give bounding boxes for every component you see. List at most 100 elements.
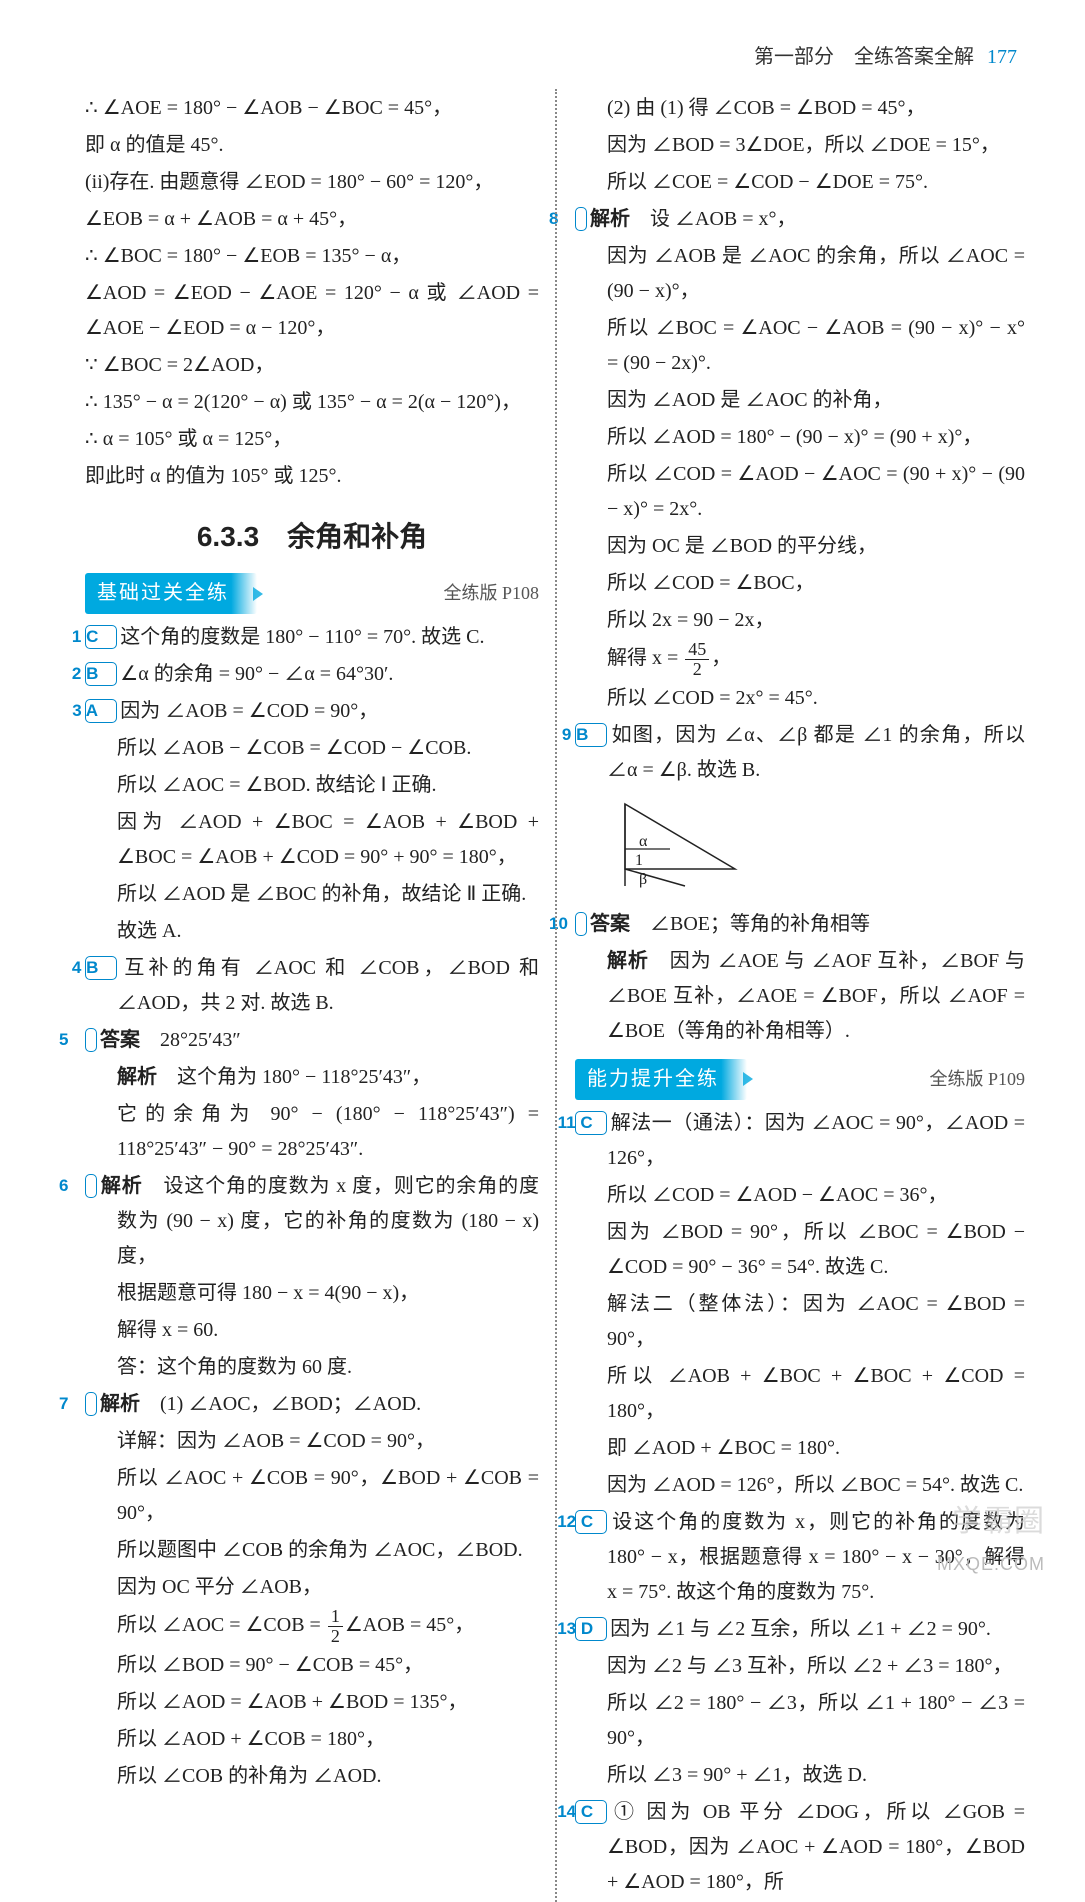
q8-frac-line: 解得 x = 452，: [575, 640, 1025, 679]
q6-line: 答：这个角的度数为 60 度.: [85, 1350, 539, 1385]
q13-line: 所以 ∠2 = 180° − ∠3，所以 ∠1 + 180° − ∠3 = 90…: [575, 1686, 1025, 1756]
q5: 5答案 28°25′43″: [85, 1023, 539, 1058]
q2-text: ∠α 的余角 = 90° − ∠α = 64°30′.: [120, 663, 393, 685]
qnum-badge: 4 B: [85, 956, 117, 980]
q7-line: 所以题图中 ∠COB 的余角为 ∠AOC，∠BOD.: [85, 1533, 539, 1568]
q14: 14 C① 因为 OB 平分 ∠DOG，所以 ∠GOB = ∠BOD，因为 ∠A…: [575, 1795, 1025, 1900]
frac-before: 所以 ∠AOC = ∠COB =: [117, 1614, 326, 1636]
q7-line: 详解：因为 ∠AOB = ∠COD = 90°，: [85, 1424, 539, 1459]
q13-line: 所以 ∠3 = 90° + ∠1，故选 D.: [575, 1758, 1025, 1793]
q7-head: (1) ∠AOC，∠BOD；∠AOD.: [160, 1393, 421, 1415]
q13-l0: 因为 ∠1 与 ∠2 互余，所以 ∠1 + ∠2 = 90°.: [610, 1618, 991, 1640]
q3-line: 所以 ∠AOD 是 ∠BOC 的补角，故结论 Ⅱ 正确.: [85, 877, 539, 912]
q3-line: 故选 A.: [85, 914, 539, 949]
q7b-line: 因为 ∠BOD = 3∠DOE，所以 ∠DOE = 15°，: [575, 128, 1025, 163]
text-line: ∴ ∠BOC = 180° − ∠EOB = 135° − α，: [85, 239, 539, 274]
q6-line: 解得 x = 60.: [85, 1313, 539, 1348]
qnum-badge: 12 C: [575, 1510, 607, 1534]
explain- label: 解析: [607, 950, 649, 972]
qnum-badge: 7: [85, 1392, 97, 1416]
answer-label: 答案: [590, 913, 630, 935]
q5-exp-line: 它的余角为 90° − (180° − 118°25′43″) = 118°25…: [85, 1097, 539, 1167]
q7-frac-line: 所以 ∠AOC = ∠COB = 12∠AOB = 45°，: [85, 1607, 539, 1646]
q7-line: 所以 ∠AOC + ∠COB = 90°，∠BOD + ∠COB = 90°，: [85, 1461, 539, 1531]
q10-exp-text: 因为 ∠AOE 与 ∠AOF 互补，∠BOF 与 ∠BOE 互补，∠AOE = …: [607, 950, 1025, 1042]
q1-text: 这个角的度数是 180° − 110° = 70°. 故选 C.: [120, 626, 484, 648]
q8-line: 所以 ∠BOC = ∠AOC − ∠AOB = (90 − x)° − x° =…: [575, 311, 1025, 381]
column-divider: [555, 89, 557, 1902]
q11-line: 因为 ∠BOD = 90°，所以 ∠BOC = ∠BOD − ∠COD = 90…: [575, 1215, 1025, 1285]
qnum-badge: 14 C: [575, 1800, 607, 1824]
qnum-badge: 9 B: [575, 723, 607, 747]
qnum-badge: 8: [575, 207, 587, 231]
frac-num: 45: [685, 640, 709, 660]
q8-line: 所以 ∠AOD = 180° − (90 − x)° = (90 + x)°，: [575, 420, 1025, 455]
q12-text: 设这个角的度数为 x，则它的补角的度数为 180° − x，根据题意得 x = …: [607, 1511, 1025, 1603]
q3-l0: 因为 ∠AOB = ∠COD = 90°，: [120, 700, 378, 722]
explain-label: 解析: [100, 1175, 143, 1197]
frac-num: 1: [328, 1607, 343, 1627]
frac-after: ，: [711, 647, 731, 669]
q8: 8解析 设 ∠AOB = x°，: [575, 202, 1025, 237]
q10-ans: ∠BOE；等角的补角相等: [650, 913, 870, 935]
explain-label: 解析: [117, 1066, 157, 1088]
band-label: 能力提升全练: [575, 1059, 747, 1100]
q4-text: 互补的角有 ∠AOC 和 ∠COB，∠BOD 和 ∠AOD，共 2 对. 故选 …: [117, 957, 539, 1014]
q5-exp: 解析 这个角为 180° − 118°25′43″，: [85, 1060, 539, 1095]
q3-line: 所以 ∠AOB − ∠COB = ∠COD − ∠COB.: [85, 731, 539, 766]
text-line: 即 α 的值是 45°.: [85, 128, 539, 163]
q7-line: 所以 ∠AOD = ∠AOB + ∠BOD = 135°，: [85, 1685, 539, 1720]
q11-line: 所以 ∠COD = ∠AOD − ∠AOC = 36°，: [575, 1178, 1025, 1213]
qnum-badge: 11 C: [575, 1111, 607, 1135]
fraction: 452: [685, 640, 709, 679]
q6-l0: 设这个角的度数为 x 度，则它的余角的度数为 (90 − x) 度，它的补角的度…: [117, 1175, 539, 1267]
q5-exp0: 这个角为 180° − 118°25′43″，: [177, 1066, 431, 1088]
q7: 7解析 (1) ∠AOC，∠BOD；∠AOD.: [85, 1387, 539, 1422]
q11-line: 解法二（整体法）：因为 ∠AOC = ∠BOD = 90°，: [575, 1287, 1025, 1357]
q9-diagram: α 1 β: [615, 794, 1025, 901]
band-ability: 能力提升全练 全练版 P109: [575, 1059, 1025, 1100]
frac-den: 2: [328, 1627, 343, 1646]
q11-line: 因为 ∠AOD = 126°，所以 ∠BOC = 54°. 故选 C.: [575, 1468, 1025, 1503]
q9-text: 如图，因为 ∠α、∠β 都是 ∠1 的余角，所以 ∠α = ∠β. 故选 B.: [607, 724, 1025, 781]
q2: 2 B∠α 的余角 = 90° − ∠α = 64°30′.: [85, 657, 539, 692]
q8-line: 因为 ∠AOB 是 ∠AOC 的余角，所以 ∠AOC = (90 − x)°，: [575, 239, 1025, 309]
right-column: (2) 由 (1) 得 ∠COB = ∠BOD = 45°， 因为 ∠BOD =…: [555, 89, 1025, 1902]
qnum-badge: 1 C: [85, 625, 117, 649]
q3-line: 所以 ∠AOC = ∠BOD. 故结论 Ⅰ 正确.: [85, 768, 539, 803]
q10-exp: 解析 因为 ∠AOE 与 ∠AOF 互补，∠BOF 与 ∠BOE 互补，∠AOE…: [575, 944, 1025, 1049]
frac-den: 2: [685, 660, 709, 679]
qnum-badge: 10: [575, 912, 587, 936]
q6-line: 根据题意可得 180 − x = 4(90 − x)，: [85, 1276, 539, 1311]
q14-text: ① 因为 OB 平分 ∠DOG，所以 ∠GOB = ∠BOD，因为 ∠AOC +…: [607, 1801, 1025, 1893]
qnum-badge: 3 A: [85, 699, 117, 723]
content-columns: ∴ ∠AOE = 180° − ∠AOB − ∠BOC = 45°， 即 α 的…: [85, 89, 1025, 1902]
left-column: ∴ ∠AOE = 180° − ∠AOB − ∠BOC = 45°， 即 α 的…: [85, 89, 555, 1902]
q12: 12 C设这个角的度数为 x，则它的补角的度数为 180° − x，根据题意得 …: [575, 1505, 1025, 1610]
q13: 13 D因为 ∠1 与 ∠2 互余，所以 ∠1 + ∠2 = 90°.: [575, 1612, 1025, 1647]
q8-l0: 设 ∠AOB = x°，: [650, 208, 797, 230]
q7-line: 所以 ∠BOD = 90° − ∠COB = 45°，: [85, 1648, 539, 1683]
q11-l0: 解法一（通法）：因为 ∠AOC = 90°，∠AOD = 126°，: [607, 1112, 1025, 1169]
explain-label: 解析: [590, 208, 630, 230]
answer-label: 答案: [100, 1029, 140, 1051]
band-basic: 基础过关全练 全练版 P108: [85, 573, 539, 614]
page-number: 177: [987, 46, 1017, 68]
q3-line: 因为 ∠AOD + ∠BOC = ∠AOB + ∠BOD + ∠BOC = ∠A…: [85, 805, 539, 875]
band-ref: 全练版 P108: [443, 578, 539, 610]
text-line: ∵ ∠BOC = 2∠AOD，: [85, 348, 539, 383]
text-line: ∠EOB = α + ∠AOB = α + 45°，: [85, 202, 539, 237]
qnum-badge: 5: [85, 1028, 97, 1052]
q10: 10答案 ∠BOE；等角的补角相等: [575, 907, 1025, 942]
svg-text:β: β: [639, 871, 647, 888]
q8-line: 所以 ∠COD = ∠BOC，: [575, 566, 1025, 601]
qnum-badge: 13 D: [575, 1617, 607, 1641]
q3: 3 A因为 ∠AOB = ∠COD = 90°，: [85, 694, 539, 729]
q11-line: 所以 ∠AOB + ∠BOC + ∠BOC + ∠COD = 180°，: [575, 1359, 1025, 1429]
text-line: (ii)存在. 由题意得 ∠EOD = 180° − 60° = 120°，: [85, 165, 539, 200]
q7b-line: (2) 由 (1) 得 ∠COB = ∠BOD = 45°，: [575, 91, 1025, 126]
text-line: ∴ α = 105° 或 α = 125°，: [85, 422, 539, 457]
qnum-badge: 6: [85, 1174, 97, 1198]
q8-line: 因为 OC 是 ∠BOD 的平分线，: [575, 529, 1025, 564]
q11-line: 即 ∠AOD + ∠BOC = 180°.: [575, 1431, 1025, 1466]
